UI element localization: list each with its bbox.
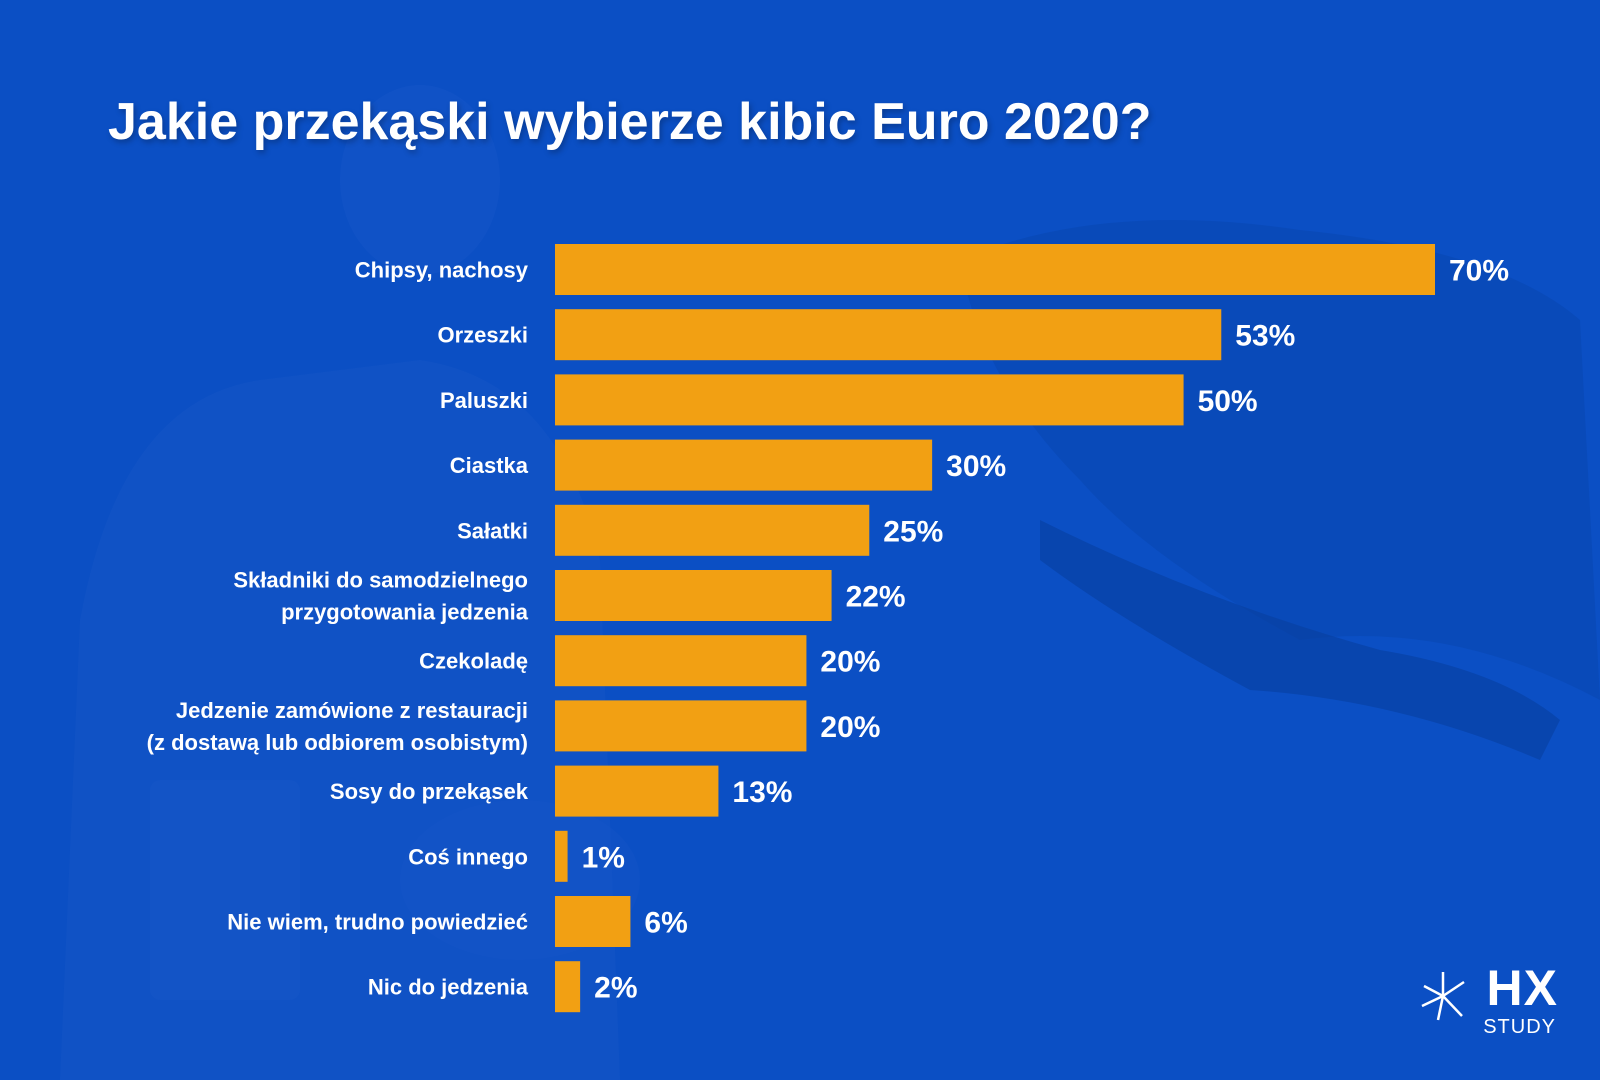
bar-4 [555, 504, 870, 556]
value-label-4: 25% [883, 515, 943, 548]
hx-study-logo: HX STUDY [1418, 962, 1558, 1050]
bar-1 [555, 309, 1222, 361]
bar-9 [555, 830, 568, 882]
bar-0 [555, 244, 1435, 295]
bar-5 [555, 570, 832, 621]
category-label-10: Nie wiem, trudno powiedzieć [227, 910, 528, 935]
star-burst-icon [1421, 972, 1465, 1021]
category-label-6: Czekoladę [419, 649, 528, 674]
category-label-8: Sosy do przekąsek [330, 779, 529, 804]
bar-11 [555, 961, 581, 1013]
value-label-6: 20% [820, 646, 880, 679]
value-label-1: 53% [1235, 320, 1295, 353]
category-label-9: Coś innego [408, 844, 528, 869]
value-label-3: 30% [946, 450, 1006, 483]
bar-10 [555, 896, 631, 947]
page-title: Jakie przekąski wybierze kibic Euro 2020… [108, 93, 1152, 151]
category-label-5: Składniki do samodzielnego przygotowania … [233, 568, 528, 625]
value-label-7: 20% [820, 711, 880, 744]
value-label-10: 6% [644, 907, 687, 940]
value-label-0: 70% [1449, 255, 1509, 288]
bar-8 [555, 765, 719, 817]
value-label-5: 22% [846, 581, 906, 614]
value-label-9: 1% [582, 841, 625, 874]
category-label-7: Jedzenie zamówione z restauracji (z dosta… [147, 698, 528, 755]
category-label-3: Ciastka [450, 453, 529, 478]
value-label-2: 50% [1198, 385, 1258, 418]
bar-7 [555, 700, 807, 752]
bar-2 [555, 374, 1184, 426]
category-label-1: Orzeszki [438, 323, 529, 348]
logo-subtitle: STUDY [1483, 1016, 1556, 1038]
category-label-0: Chipsy, nachosy [355, 258, 529, 283]
category-label-2: Paluszki [440, 388, 528, 413]
category-label-4: Sałatki [457, 518, 528, 543]
bar-3 [555, 439, 933, 491]
logo-mark: HX [1486, 960, 1558, 1016]
bar-6 [555, 635, 807, 687]
value-label-8: 13% [732, 776, 792, 809]
value-label-11: 2% [594, 972, 637, 1005]
category-label-11: Nic do jedzenia [368, 975, 529, 1000]
